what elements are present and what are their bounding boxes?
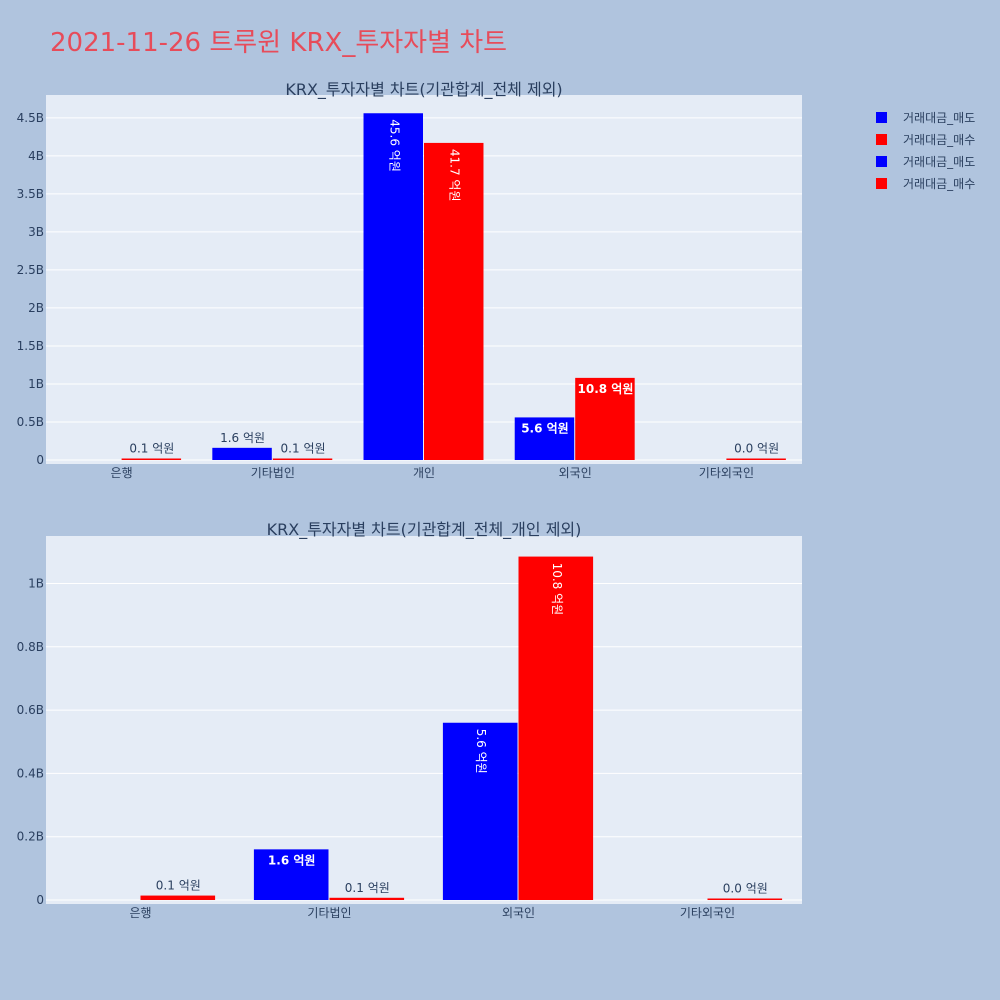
- y-tick-label: 0: [36, 893, 44, 907]
- x-tick-label: 은행: [129, 905, 151, 920]
- bar: [329, 897, 405, 900]
- data-label: 0.0 억원: [734, 442, 779, 456]
- plot-area: [46, 536, 802, 904]
- data-label: 0.1 억원: [129, 442, 174, 456]
- y-tick-label: 1B: [28, 576, 44, 590]
- y-tick-label: 3B: [28, 225, 44, 239]
- y-tick-label: 0.5B: [17, 415, 44, 429]
- data-label: 5.6 억원: [474, 729, 488, 774]
- bar: [424, 142, 484, 460]
- legend-label: 거래대금_매도: [903, 110, 976, 125]
- y-tick-label: 0: [36, 453, 44, 467]
- bar: [575, 377, 635, 460]
- bar: [707, 898, 783, 900]
- data-label: 10.8 억원: [578, 382, 634, 396]
- y-tick-label: 4.5B: [17, 111, 44, 125]
- page-title: 2021-11-26 트루윈 KRX_투자자별 차트: [50, 28, 508, 58]
- y-tick-label: 0.4B: [17, 766, 44, 780]
- y-tick-label: 2.5B: [17, 263, 44, 277]
- data-label: 45.6 억원: [387, 119, 401, 172]
- bar: [140, 895, 216, 900]
- bar: [363, 113, 423, 460]
- bar: [442, 722, 518, 900]
- bar: [726, 458, 786, 460]
- y-tick-label: 2B: [28, 301, 44, 315]
- data-label: 41.7 억원: [448, 149, 462, 202]
- y-tick-label: 4B: [28, 149, 44, 163]
- y-tick-label: 0.8B: [17, 640, 44, 654]
- legend-swatch: [876, 155, 887, 167]
- legend-item[interactable]: 거래대금_매수: [876, 172, 975, 194]
- data-label: 0.0 억원: [723, 882, 768, 896]
- legend-label: 거래대금_매도: [903, 154, 976, 169]
- x-tick-label: 기타법인: [251, 466, 295, 480]
- data-label: 5.6 억원: [521, 421, 569, 435]
- legend-swatch: [876, 133, 887, 145]
- y-tick-label: 0.6B: [17, 703, 44, 717]
- data-label: 1.6 억원: [268, 853, 316, 867]
- y-tick-label: 1.5B: [17, 339, 44, 353]
- bar: [212, 447, 272, 460]
- x-tick-label: 은행: [111, 465, 133, 480]
- bar: [514, 417, 575, 460]
- legend-swatch: [876, 111, 887, 123]
- x-tick-label: 기타외국인: [699, 466, 754, 480]
- y-tick-label: 1B: [28, 377, 44, 391]
- bar: [121, 458, 182, 460]
- y-tick-label: 0.2B: [17, 830, 44, 844]
- legend-label: 거래대금_매수: [903, 176, 976, 191]
- legend-item[interactable]: 거래대금_매수: [876, 128, 975, 150]
- x-tick-label: 기타법인: [307, 906, 351, 920]
- data-label: 0.1 억원: [345, 881, 390, 895]
- bar: [272, 458, 333, 460]
- data-label: 0.1 억원: [156, 879, 201, 893]
- legend-swatch: [876, 177, 887, 189]
- legend[interactable]: 거래대금_매도 거래대금_매수 거래대금_매도 거래대금_매수: [876, 106, 975, 194]
- legend-item[interactable]: 거래대금_매도: [876, 106, 975, 128]
- y-tick-label: 3.5B: [17, 187, 44, 201]
- chart-title: KRX_투자자별 차트(기관합계_전체 제외): [285, 80, 562, 100]
- data-label: 0.1 억원: [281, 442, 326, 456]
- bar: [253, 849, 329, 900]
- data-label: 10.8 억원: [550, 563, 564, 616]
- data-label: 1.6 억원: [220, 431, 265, 445]
- chart-title: KRX_투자자별 차트(기관합계_전체_개인 제외): [267, 520, 582, 540]
- legend-item[interactable]: 거래대금_매도: [876, 150, 975, 172]
- x-tick-label: 외국인: [559, 466, 592, 480]
- x-tick-label: 외국인: [502, 906, 535, 920]
- bar: [518, 556, 594, 900]
- x-tick-label: 기타외국인: [680, 906, 735, 920]
- x-tick-label: 개인: [413, 466, 435, 480]
- legend-label: 거래대금_매수: [903, 132, 976, 147]
